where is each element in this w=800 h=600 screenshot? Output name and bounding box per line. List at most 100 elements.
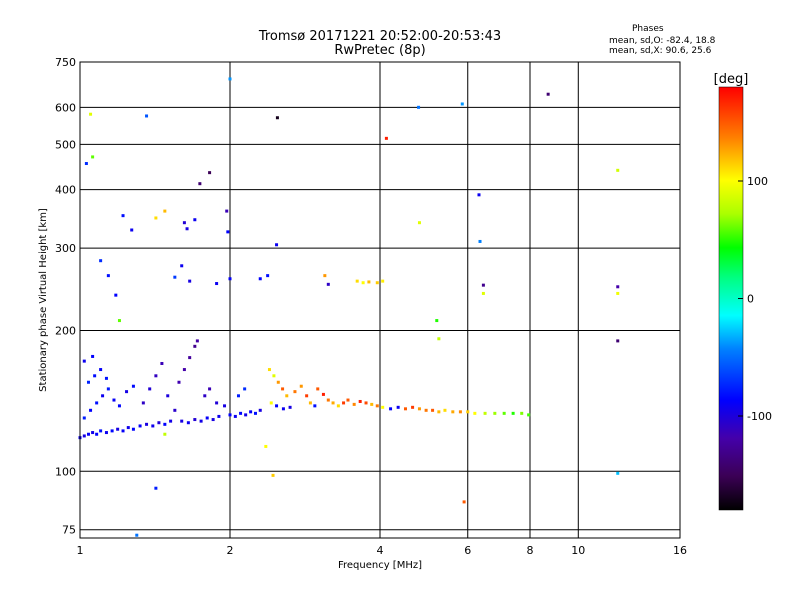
data-point — [258, 277, 262, 281]
data-point — [358, 399, 362, 403]
data-point — [226, 230, 230, 234]
data-point — [424, 408, 428, 412]
data-point — [116, 427, 120, 431]
colorbar-tick-label: -100 — [747, 410, 772, 423]
data-point — [239, 411, 243, 415]
data-point — [211, 418, 215, 422]
data-point — [86, 380, 90, 384]
data-point — [188, 279, 192, 283]
data-point — [233, 414, 237, 418]
data-point — [616, 168, 620, 172]
data-point — [272, 374, 276, 378]
data-point — [616, 291, 620, 295]
data-point — [281, 407, 285, 411]
data-point — [208, 171, 212, 175]
data-point — [173, 408, 177, 412]
data-point — [361, 281, 365, 285]
data-point — [104, 431, 108, 435]
data-point — [266, 274, 270, 278]
data-point — [114, 293, 118, 297]
data-point — [131, 384, 135, 388]
x-tick-label: 8 — [527, 544, 534, 557]
grid — [80, 62, 680, 538]
data-point — [336, 404, 340, 408]
data-point — [228, 413, 232, 417]
colorbar-tick-label: 0 — [747, 293, 754, 306]
data-point — [616, 339, 620, 343]
data-point — [299, 384, 303, 388]
data-point — [173, 275, 177, 279]
data-point — [177, 380, 181, 384]
x-axis-label: Frequency [MHz] — [338, 560, 422, 571]
data-point — [458, 410, 462, 414]
data-point — [163, 432, 167, 436]
data-point — [106, 274, 110, 278]
plot-frame — [79, 61, 681, 539]
data-point — [462, 500, 466, 504]
data-point — [276, 380, 280, 384]
data-point — [145, 114, 149, 118]
data-point — [352, 402, 356, 406]
data-point — [451, 410, 455, 414]
data-point — [99, 259, 103, 263]
y-axis-label: Stationary phase Virtual Height [km] — [38, 208, 49, 392]
phases-heading: Phases — [632, 24, 664, 34]
data-points — [78, 77, 620, 537]
data-point — [82, 359, 86, 363]
data-point — [117, 319, 121, 323]
y-tick-label: 75 — [62, 524, 76, 537]
data-point — [546, 92, 550, 96]
data-point — [228, 277, 232, 281]
data-point — [154, 374, 158, 378]
data-point — [121, 214, 125, 218]
data-point — [381, 405, 385, 409]
data-point — [493, 411, 497, 415]
data-point — [86, 432, 90, 436]
data-point — [151, 424, 155, 428]
data-point — [185, 227, 189, 231]
data-point — [403, 407, 407, 411]
data-point — [275, 404, 279, 408]
data-point — [308, 401, 312, 405]
y-tick-label: 100 — [55, 465, 76, 478]
data-point — [99, 368, 103, 372]
chart-title-line2: RwPretec (8p) — [334, 43, 425, 58]
data-point — [106, 387, 110, 391]
data-point — [131, 427, 135, 431]
data-point — [288, 405, 292, 409]
data-point — [417, 407, 421, 411]
x-tick-label: 6 — [464, 544, 471, 557]
data-point — [269, 401, 273, 405]
data-point — [275, 116, 279, 120]
data-point — [323, 274, 327, 278]
data-point — [195, 339, 199, 343]
data-point — [193, 344, 197, 348]
data-point — [326, 282, 330, 286]
data-point — [198, 182, 202, 186]
y-tick-label: 500 — [55, 138, 76, 151]
data-point — [616, 285, 620, 289]
data-point — [443, 408, 447, 412]
y-tick-label: 300 — [55, 242, 76, 255]
data-point — [437, 337, 441, 341]
data-point — [244, 413, 248, 417]
y-tick-label: 750 — [55, 56, 76, 69]
data-point — [84, 162, 88, 166]
data-point — [364, 401, 368, 405]
data-point — [160, 361, 164, 365]
data-point — [215, 282, 219, 286]
data-point — [182, 221, 186, 225]
data-point — [275, 243, 279, 247]
data-point — [417, 105, 421, 109]
data-point — [389, 407, 393, 411]
data-point — [208, 387, 212, 391]
data-point — [281, 387, 285, 391]
data-point — [180, 419, 184, 423]
data-point — [203, 394, 207, 398]
data-point — [370, 402, 374, 406]
data-point — [193, 218, 197, 222]
data-point — [188, 356, 192, 360]
x-tick-label: 16 — [673, 544, 687, 557]
data-point — [243, 387, 247, 391]
